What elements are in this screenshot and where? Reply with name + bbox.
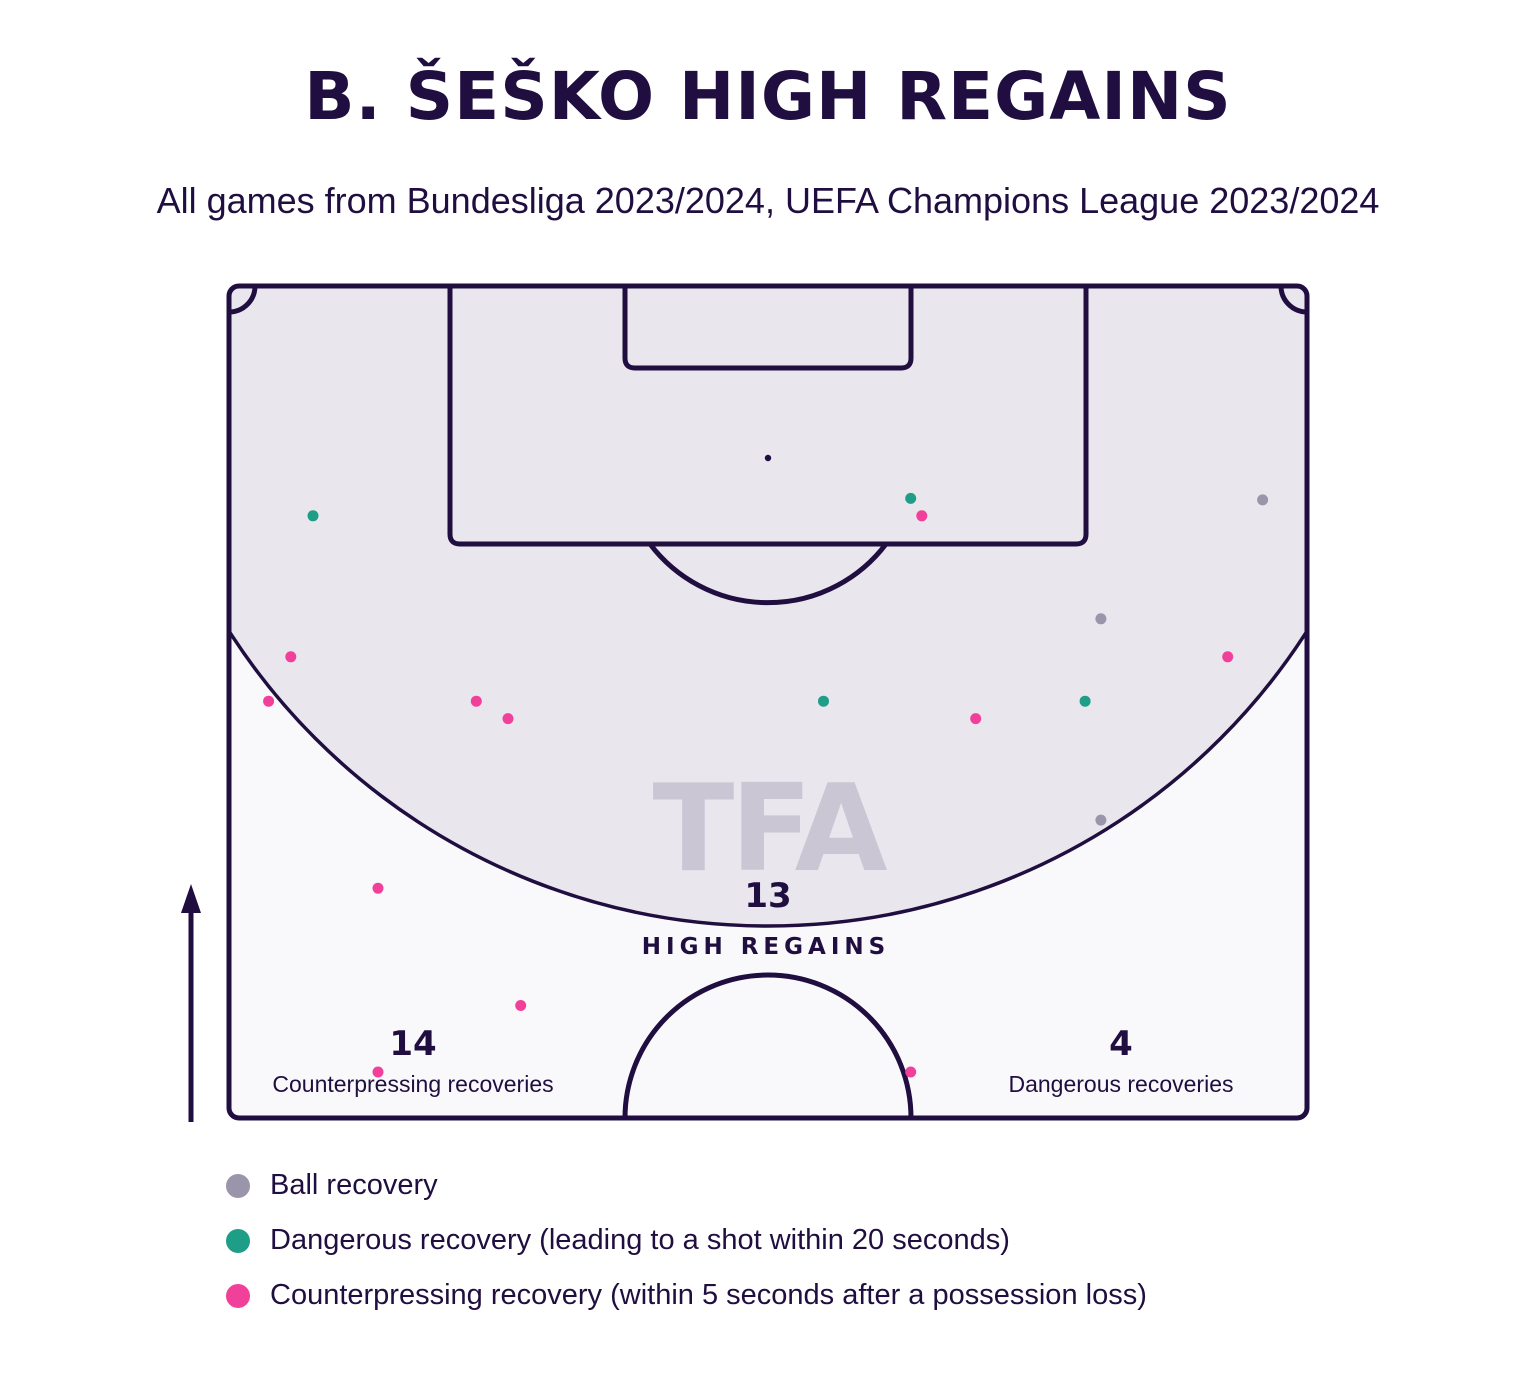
counterpressing-recovery-point <box>470 695 482 707</box>
counterpressing-recovery-point <box>502 713 514 725</box>
pitch-outline <box>226 283 1310 1121</box>
counterpressing-count: 14 <box>389 1024 436 1064</box>
counterpressing-recovery-point <box>905 1066 917 1078</box>
counterpressing-label: Counterpressing recoveries <box>272 1071 553 1097</box>
watermark-logo: TFA <box>653 760 888 899</box>
ball-recovery-swatch-icon <box>226 1173 250 1198</box>
dangerous-recovery-point <box>1079 695 1091 707</box>
dangerous-count: 4 <box>1109 1024 1133 1064</box>
corner-arc-right <box>1278 286 1307 315</box>
counterpressing-recovery-point <box>263 695 275 707</box>
high-regain-zone <box>229 286 1307 928</box>
legend-label: Ball recovery <box>270 1169 438 1201</box>
dangerous-recovery-point <box>307 510 319 522</box>
recovery-points <box>263 492 1269 1078</box>
legend: Ball recovery Dangerous recovery (leadin… <box>226 1158 1147 1323</box>
dangerous-recovery-point <box>818 695 829 707</box>
counterpressing-recovery-point <box>372 882 384 894</box>
pitch-markings <box>229 286 1307 1118</box>
penalty-area <box>447 286 1089 547</box>
dangerous-label: Dangerous recoveries <box>1008 1071 1233 1097</box>
dangerous-recovery-swatch-icon <box>226 1228 250 1253</box>
center-circle <box>622 972 914 1118</box>
legend-item-counterpressing-recovery: Counterpressing recovery (within 5 secon… <box>226 1268 1147 1323</box>
counterpressing-recovery-point <box>285 651 297 663</box>
chart-subtitle: All games from Bundesliga 2023/2024, UEF… <box>156 180 1380 221</box>
high-regains-label: HIGH REGAINS <box>642 934 890 960</box>
counterpressing-recovery-point <box>372 1066 384 1078</box>
legend-label: Counterpressing recovery (within 5 secon… <box>270 1279 1147 1311</box>
pitch-chart: TFA 13 HIGH REGAINS 14 Counterpressing r… <box>181 283 1310 1122</box>
counterpressing-recovery-point <box>916 510 928 522</box>
dangerous-recovery-point <box>905 492 917 504</box>
corner-arc-left <box>229 286 258 315</box>
counterpressing-recovery-point <box>515 1000 527 1011</box>
ball-recovery-point <box>1257 494 1269 506</box>
chart-title: B. ŠEŠKO HIGH REGAINS <box>304 58 1232 135</box>
counterpressing-recovery-swatch-icon <box>226 1283 250 1308</box>
legend-label: Dangerous recovery (leading to a shot wi… <box>270 1224 1010 1256</box>
attack-direction-arrow-icon <box>181 884 201 1122</box>
penalty-arc <box>648 542 888 606</box>
legend-item-ball-recovery: Ball recovery <box>226 1158 1147 1213</box>
counterpressing-recovery-point <box>1222 651 1234 663</box>
penalty-spot <box>764 454 772 462</box>
ball-recovery-point <box>1095 814 1107 826</box>
six-yard-box <box>622 286 914 371</box>
high-regains-count: 13 <box>744 876 791 916</box>
counterpressing-recovery-point <box>970 713 982 725</box>
legend-item-dangerous-recovery: Dangerous recovery (leading to a shot wi… <box>226 1213 1147 1268</box>
ball-recovery-point <box>1095 613 1107 625</box>
